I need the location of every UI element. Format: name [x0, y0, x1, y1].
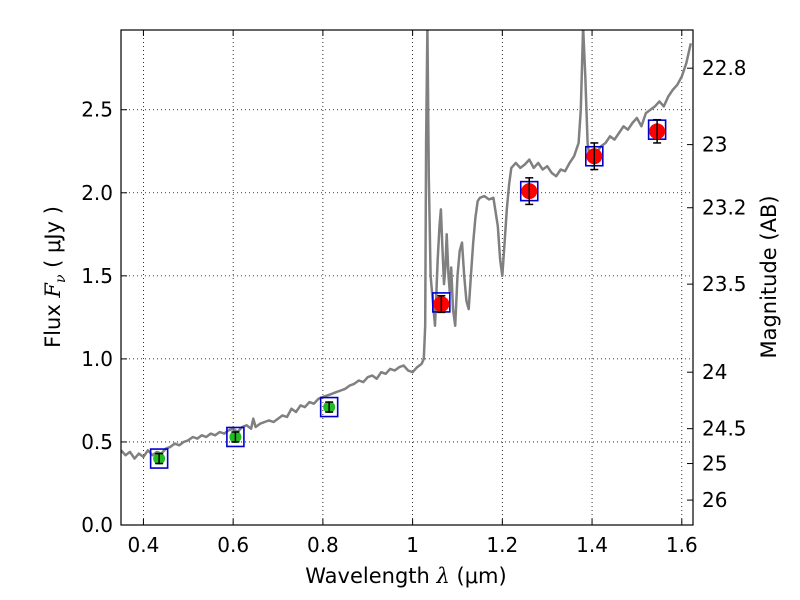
y2-tick-label: 24.5 [702, 417, 747, 441]
model-flux-box [226, 426, 245, 448]
ticks-layer: 0.4 0.6 0.8 1 1.2 1.4 1.6 0.0 0.5 1.0 1.5 2.0 2.5 22.… [81, 30, 747, 557]
y2-tick-label: 22.8 [702, 56, 747, 80]
y2-tick-label: 25 [702, 452, 727, 476]
x-tick-label: 1 [406, 533, 419, 557]
x-tick-label: 1.2 [486, 533, 518, 557]
y-tick-label: 0.5 [81, 430, 113, 454]
model-flux-box [149, 448, 169, 469]
y-tick-label: 2.0 [81, 181, 113, 205]
x-tick-label: 1.6 [666, 533, 698, 557]
y-tick-label: 1.5 [81, 264, 113, 288]
points-layer [149, 118, 667, 469]
y2-tick-label: 23 [702, 133, 727, 157]
plot-frame [120, 29, 694, 526]
y-tick-label: 2.5 [81, 98, 113, 122]
x-tick-label: 1.4 [576, 533, 608, 557]
x-tick-label: 0.4 [128, 533, 160, 557]
model-flux-box [319, 396, 339, 418]
y2-axis-label: Magnitude (AB) [757, 195, 781, 358]
x-tick-label: 0.6 [217, 533, 249, 557]
y2-tick-label: 23.2 [702, 196, 747, 220]
y2-tick-label: 26 [702, 488, 727, 512]
x-tick-label: 0.8 [307, 533, 339, 557]
y-tick-label: 0.0 [81, 513, 113, 537]
y2-tick-label: 24 [702, 360, 727, 384]
y2-tick-label: 23.5 [702, 272, 747, 296]
x-axis-label: Wavelength λ (μm) [305, 564, 506, 588]
y-tick-label: 1.0 [81, 347, 113, 371]
y-axis-label: Flux Fν ( μJy ) [41, 206, 69, 348]
